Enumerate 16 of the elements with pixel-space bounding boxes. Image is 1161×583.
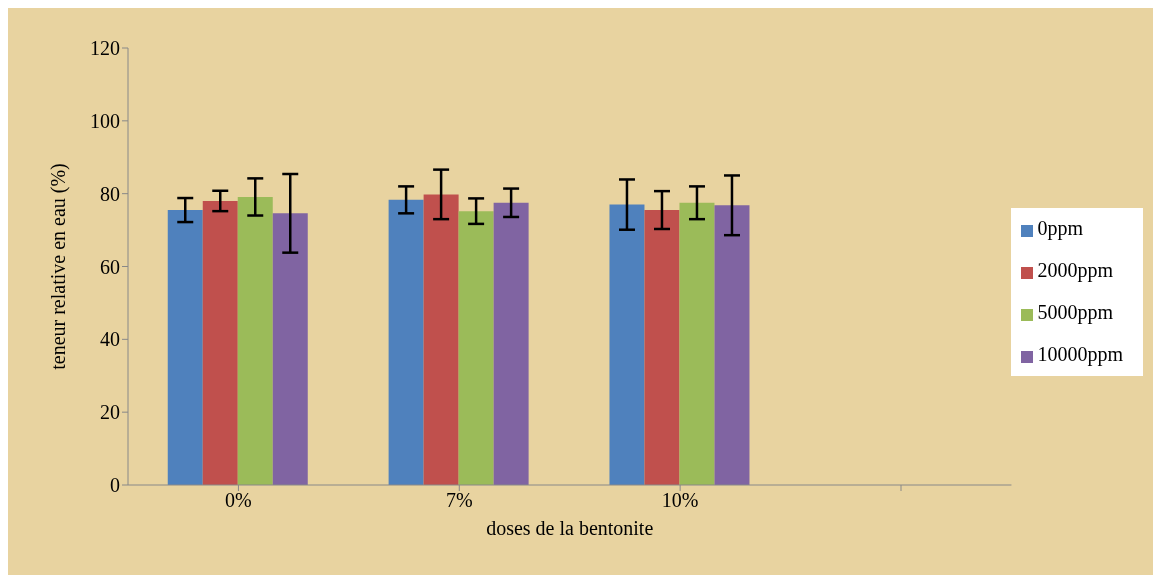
y-tick-label: 80: [100, 182, 120, 205]
y-tick-label: 0: [110, 474, 120, 497]
y-tick-label: 60: [100, 255, 120, 278]
legend-label: 10000ppm: [1037, 342, 1123, 365]
y-tick-label: 40: [100, 328, 120, 351]
legend-label: 5000ppm: [1037, 300, 1113, 323]
legend-label: 0ppm: [1037, 216, 1083, 239]
x-tick-label: 7%: [445, 489, 473, 512]
y-tick-label: 100: [90, 109, 120, 132]
x-tick-label: 0%: [225, 489, 252, 512]
y-tick-label: 120: [90, 37, 120, 60]
y-tick-label: 20: [100, 401, 120, 424]
y-axis-title: teneur relative en eau (%): [47, 163, 71, 370]
x-axis-title: doses de la bentonite: [486, 517, 654, 539]
legend-label: 2000ppm: [1037, 258, 1113, 281]
x-tick-label: 10%: [661, 489, 699, 512]
